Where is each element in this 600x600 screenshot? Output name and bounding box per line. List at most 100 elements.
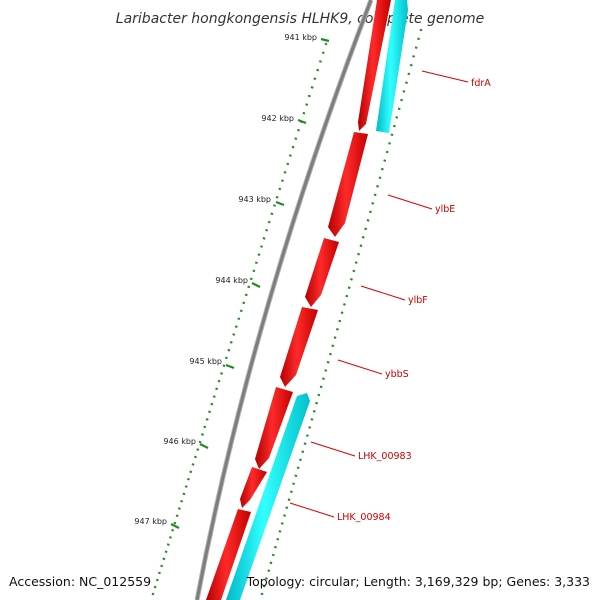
minor-tick: [151, 592, 155, 596]
minor-tick: [273, 204, 276, 207]
minor-tick: [254, 261, 258, 265]
forward-cds-ylbE: [328, 132, 368, 237]
minor-tick: [269, 561, 273, 565]
minor-tick: [271, 553, 275, 557]
minor-tick: [364, 227, 368, 231]
tick-label: 944 kbp: [215, 276, 248, 285]
minor-tick: [388, 142, 391, 145]
minor-tick: [169, 536, 172, 539]
minor-tick: [302, 111, 306, 115]
minor-tick: [357, 252, 360, 256]
tick-label: 947 kbp: [134, 517, 167, 526]
minor-tick: [191, 463, 195, 466]
minor-tick: [305, 103, 309, 106]
minor-tick: [171, 528, 175, 532]
gene-label-group: LHK_00984: [289, 502, 391, 523]
scale-tick: 943 kbp: [238, 195, 285, 207]
minor-tick: [310, 86, 314, 89]
minor-tick: [319, 385, 323, 389]
minor-tick: [296, 466, 300, 470]
tick-label: 943 kbp: [238, 195, 271, 204]
minor-tick: [400, 98, 403, 102]
tick-label: 942 kbp: [261, 114, 294, 123]
scale-tick: 942 kbp: [261, 114, 307, 125]
minor-tick: [299, 458, 302, 462]
minor-tick: [189, 470, 193, 474]
minor-tick: [397, 107, 401, 111]
minor-tick: [297, 128, 300, 132]
reverse-cds-lower: [226, 393, 310, 600]
scale-tick: 946 kbp: [163, 437, 209, 449]
topology-text: Topology: circular; Length: 3,169,329 bp…: [246, 574, 590, 589]
minor-tick: [162, 557, 166, 561]
minor-tick: [352, 269, 356, 273]
minor-tick: [237, 317, 241, 321]
minor-tick: [210, 402, 214, 406]
minor-tick: [153, 585, 157, 589]
minor-tick: [262, 237, 266, 240]
scale-minor-ticks: [151, 42, 328, 596]
minor-tick: [257, 253, 261, 256]
minor-tick: [194, 455, 197, 459]
minor-tick: [368, 210, 372, 214]
minor-tick: [200, 433, 204, 436]
minor-tick: [274, 545, 277, 549]
minor-tick: [222, 364, 226, 368]
minor-tick: [392, 124, 396, 128]
minor-tick: [390, 133, 394, 137]
minor-tick: [326, 360, 330, 364]
forward-cds-fdrA: [358, 0, 391, 131]
tick-label: 941 kbp: [284, 33, 317, 42]
minor-tick: [244, 293, 248, 297]
minor-tick: [175, 514, 179, 518]
minor-tick: [267, 569, 271, 572]
minor-tick: [294, 137, 298, 140]
minor-tick: [361, 236, 365, 239]
gene-label: fdrA: [471, 78, 491, 89]
minor-tick: [329, 352, 332, 356]
minor-tick: [395, 116, 399, 119]
gene-label: ylbE: [435, 204, 455, 215]
minor-tick: [338, 319, 342, 323]
minor-tick: [303, 442, 307, 445]
forward-strand-features: [206, 0, 391, 600]
minor-tick: [316, 68, 320, 72]
minor-tick: [345, 294, 349, 298]
minor-tick: [270, 212, 274, 216]
gene-label: ybbS: [385, 369, 409, 380]
minor-tick: [385, 150, 389, 154]
minor-tick: [414, 46, 418, 49]
minor-tick: [265, 228, 269, 232]
minor-tick: [409, 63, 413, 67]
minor-tick: [208, 410, 212, 414]
minor-tick: [307, 94, 311, 98]
forward-cds-LHK_00983: [255, 387, 293, 469]
minor-tick: [417, 37, 420, 41]
minor-tick: [313, 77, 317, 81]
map-title: Laribacter hongkongensis HLHK9, complete…: [116, 11, 484, 27]
minor-tick: [315, 401, 318, 405]
minor-tick: [242, 301, 246, 305]
minor-tick: [283, 170, 287, 174]
minor-tick: [340, 311, 344, 314]
forward-cds-downstream: [206, 509, 251, 600]
minor-tick: [173, 521, 177, 525]
minor-tick: [402, 90, 406, 93]
minor-tick: [283, 514, 286, 517]
minor-tick: [278, 187, 282, 191]
gene-labels: fdrA ylbE ylbF ybbS LHK_00983 LHK_00984: [289, 70, 491, 523]
minor-tick: [312, 410, 316, 413]
minor-tick: [166, 543, 170, 546]
minor-tick: [405, 81, 408, 84]
minor-tick: [217, 379, 221, 383]
minor-tick: [229, 341, 233, 344]
tick-label: 946 kbp: [163, 437, 196, 446]
minor-tick: [234, 325, 238, 328]
gene-label-group: ybbS: [337, 359, 409, 380]
minor-tick: [350, 278, 353, 281]
minor-tick: [227, 348, 231, 352]
minor-tick: [220, 372, 223, 375]
minor-tick: [232, 333, 236, 336]
minor-tick: [412, 55, 416, 58]
minor-tick: [203, 425, 207, 429]
